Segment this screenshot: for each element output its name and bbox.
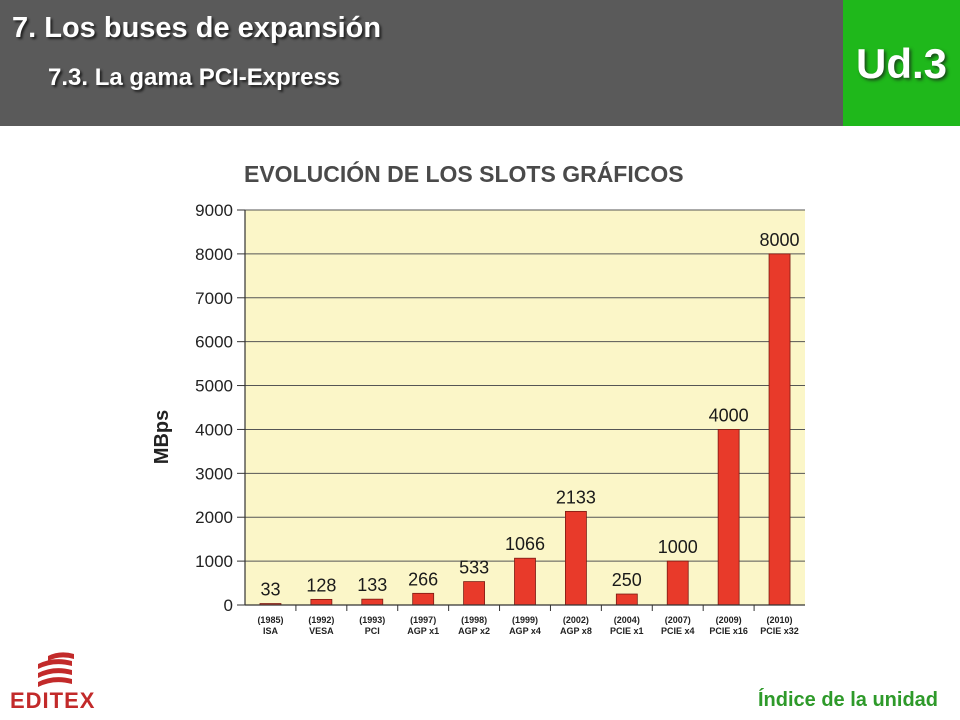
category-year-label: (2004)	[614, 615, 640, 625]
y-tick-label: 6000	[195, 333, 233, 352]
category-year-label: (2010)	[767, 615, 793, 625]
category-name-label: AGP x2	[458, 626, 490, 636]
bar	[463, 581, 485, 606]
category-year-label: (1992)	[308, 615, 334, 625]
y-axis-label: MBps	[151, 410, 173, 464]
chart-title: EVOLUCIÓN DE LOS SLOTS GRÁFICOS	[244, 160, 684, 187]
bar	[666, 560, 689, 606]
bar	[615, 593, 638, 606]
bar	[310, 598, 333, 606]
category-name-label: AGP x4	[509, 626, 541, 636]
y-tick-label: 9000	[195, 201, 233, 220]
data-label: 8000	[760, 230, 800, 250]
y-tick-label: 3000	[195, 464, 233, 483]
bar	[768, 253, 791, 606]
data-label: 33	[260, 580, 280, 600]
x-axis-categories: (1985)ISA (1992)VESA (1993)PCI (1997)AGP x1…	[257, 605, 799, 636]
y-tick-label: 8000	[195, 245, 233, 264]
bar-chart: EVOLUCIÓN DE LOS SLOTS GRÁFICOS 0 1000 200…	[151, 160, 805, 636]
y-tick-label: 5000	[195, 377, 233, 396]
bar	[361, 598, 384, 606]
bar	[717, 429, 740, 606]
unit-badge-label: Ud.3	[855, 40, 947, 87]
data-label: 128	[306, 575, 336, 595]
data-label: 266	[408, 569, 438, 589]
category-year-label: (1998)	[461, 615, 487, 625]
axes	[244, 210, 805, 606]
data-label: 2133	[556, 487, 596, 507]
category-name-label: PCIE x16	[709, 626, 748, 636]
data-label: 1066	[505, 534, 545, 554]
plot-area	[245, 210, 805, 605]
data-label: 133	[357, 575, 387, 595]
unit-index-link[interactable]: Índice de la unidad	[757, 689, 938, 711]
category-year-label: (2007)	[665, 615, 691, 625]
y-tick-label: 1000	[195, 552, 233, 571]
category-name-label: PCIE x1	[610, 626, 644, 636]
data-label: 4000	[709, 405, 749, 425]
grid-lines	[245, 209, 805, 562]
slide-header: 7. Los buses de expansión 7.3. La gama P…	[0, 0, 843, 126]
bar	[565, 510, 587, 606]
category-name-label: AGP x1	[407, 626, 439, 636]
category-year-label: (1999)	[512, 615, 538, 625]
category-name-label: ISA	[263, 626, 279, 636]
category-year-label: (2002)	[563, 615, 589, 625]
data-label: 1000	[658, 537, 698, 557]
slide-subtitle: 7.3. La gama PCI-Express	[48, 64, 341, 91]
editex-logo-text: EDITEX	[10, 688, 96, 713]
unit-badge: Ud.3	[843, 0, 960, 126]
data-label: 533	[459, 558, 489, 578]
y-tick-label: 4000	[195, 420, 233, 439]
category-name-label: PCIE x4	[661, 626, 695, 636]
y-axis-ticks: 0 1000 2000 3000 4000 5000 6000 7000 8000 9000	[195, 201, 245, 615]
y-tick-label: 0	[224, 596, 233, 615]
bar	[514, 557, 536, 606]
slide-title: 7. Los buses de expansión	[12, 12, 382, 44]
category-name-label: PCIE x32	[760, 626, 799, 636]
y-tick-label: 7000	[195, 289, 233, 308]
category-name-label: VESA	[309, 626, 334, 636]
bar	[412, 592, 435, 606]
y-tick-label: 2000	[195, 508, 233, 527]
category-year-label: (1993)	[359, 615, 385, 625]
category-year-label: (2009)	[716, 615, 742, 625]
editex-logo-icon	[38, 652, 74, 687]
category-name-label: AGP x8	[560, 626, 592, 636]
category-year-label: (1985)	[257, 615, 283, 625]
data-label: 250	[612, 570, 642, 590]
category-year-label: (1997)	[410, 615, 436, 625]
category-name-label: PCI	[365, 626, 380, 636]
